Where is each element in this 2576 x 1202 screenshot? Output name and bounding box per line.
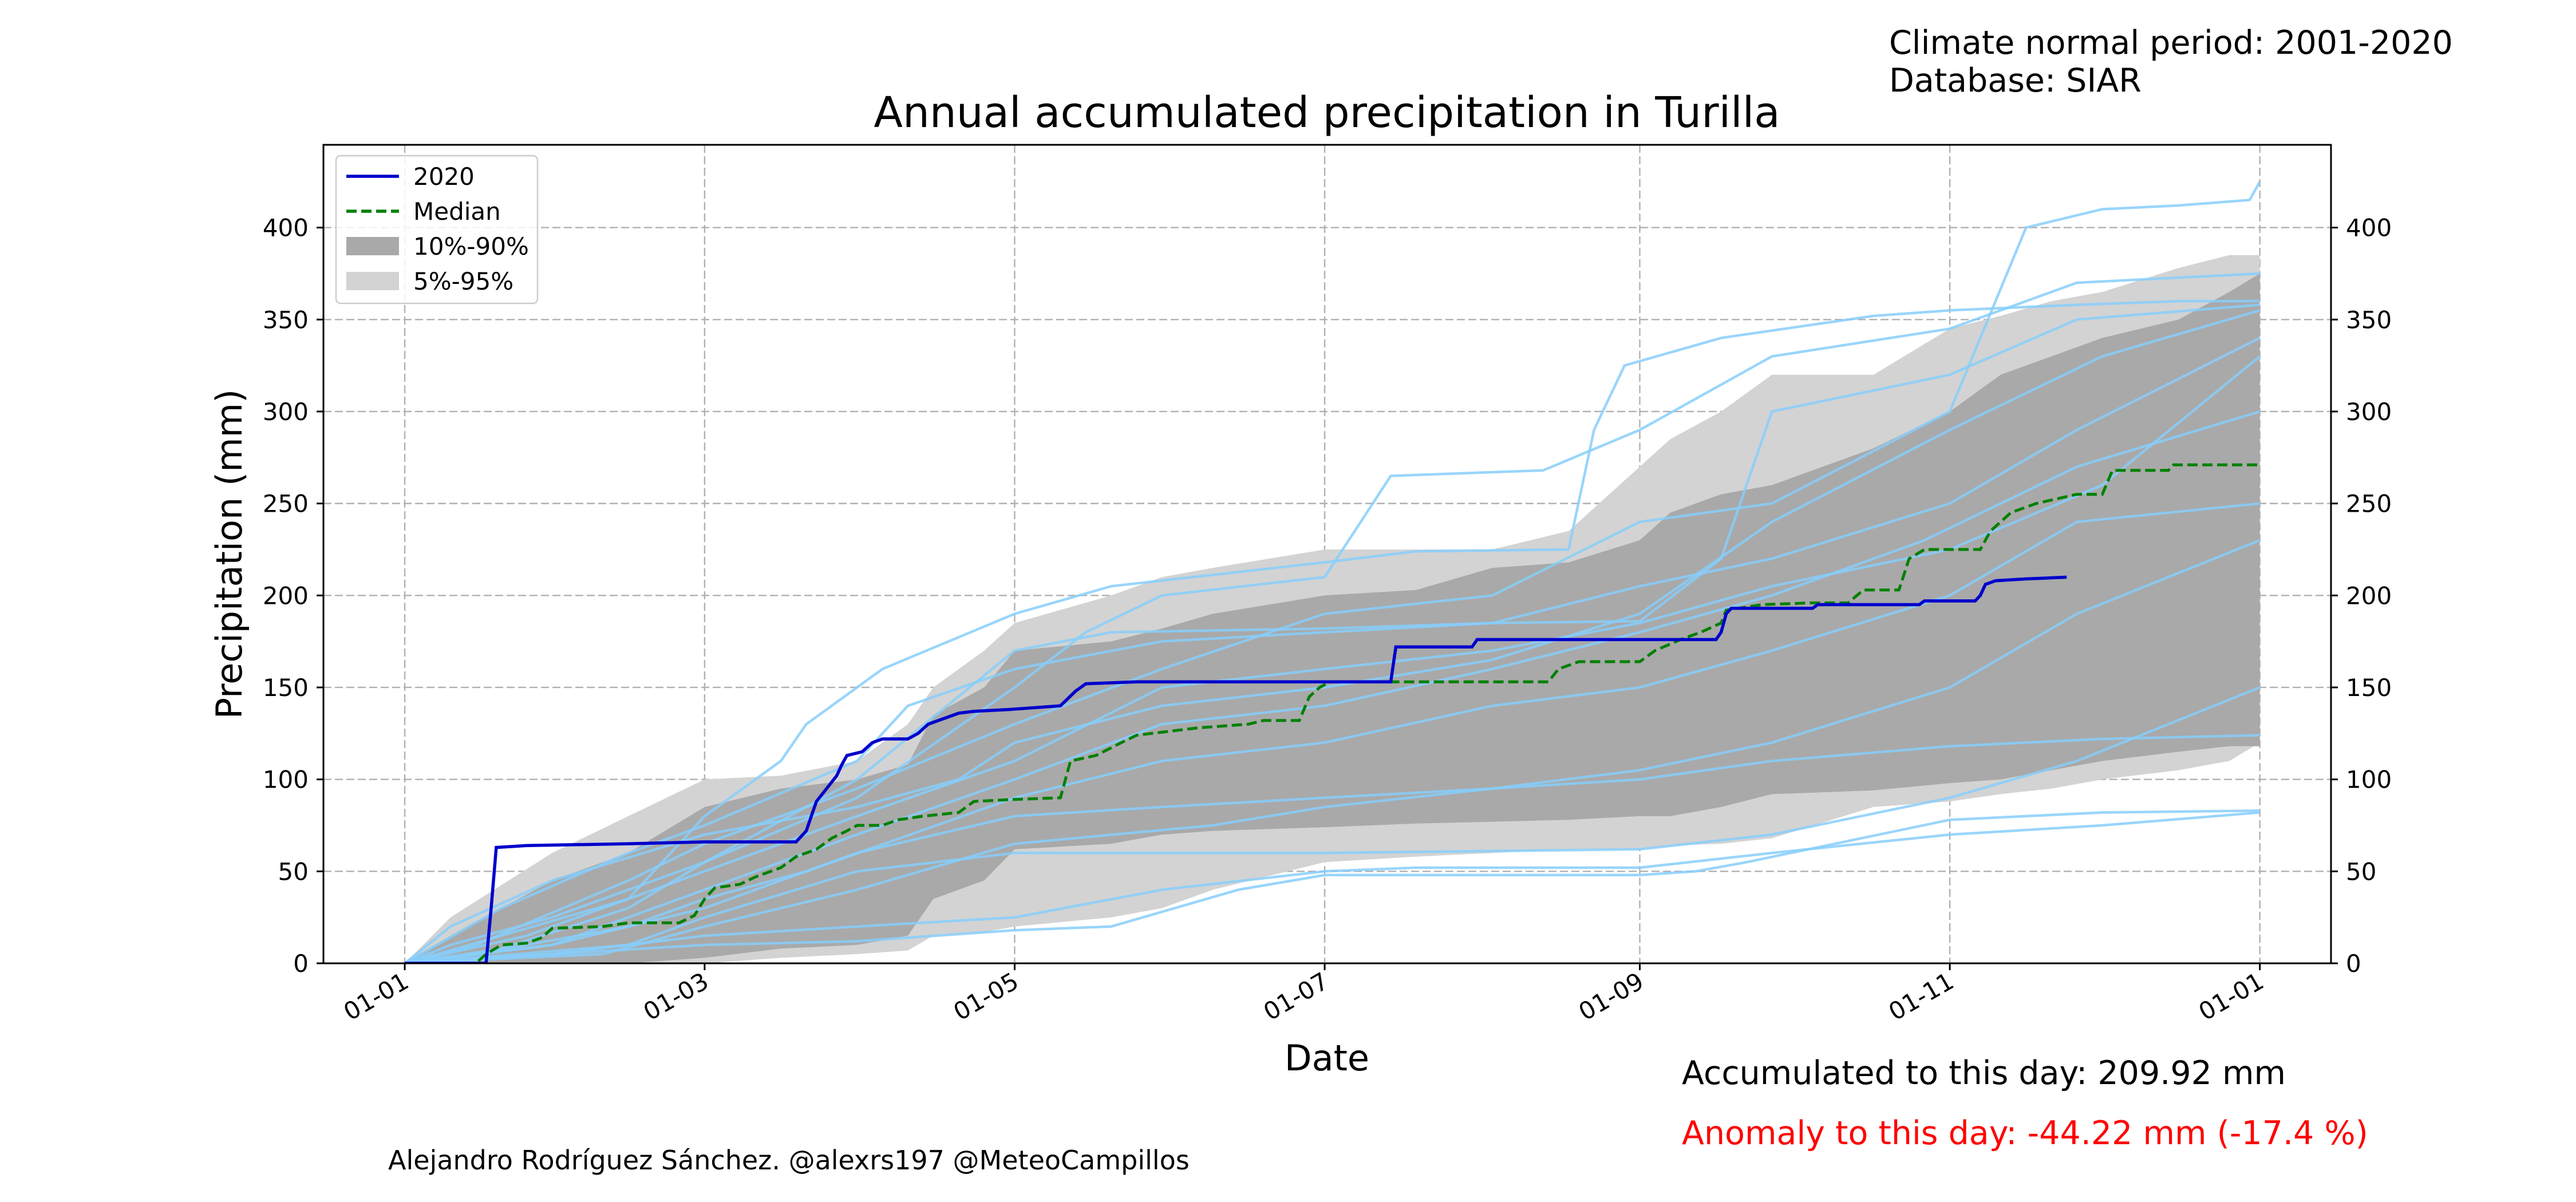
y-tick-label-left: 150: [263, 674, 309, 702]
legend-item: 10%-90%: [346, 232, 529, 260]
x-tick-label: 01-03: [639, 967, 713, 1026]
climatology-year-line: [404, 734, 2260, 963]
legend-item: 2020: [346, 163, 475, 191]
plot-frame: [322, 144, 2332, 964]
legend-swatch: [346, 272, 399, 290]
legend-swatch: [346, 237, 399, 255]
x-tick-label: 01-07: [1259, 967, 1333, 1026]
legend-item: 5%-95%: [346, 267, 513, 295]
legend-label: 2020: [413, 163, 475, 191]
y-tick-label-left: 200: [263, 582, 309, 610]
y-tick-label-right: 150: [2346, 674, 2392, 702]
y-tick-label-left: 50: [278, 857, 309, 885]
y-tick-label-right: 200: [2346, 582, 2392, 610]
x-axis-label: Date: [1285, 1037, 1369, 1079]
legend-label: 5%-95%: [413, 267, 513, 295]
y-tick-label-right: 0: [2346, 950, 2361, 978]
x-tick-label: 01-01: [339, 967, 413, 1026]
climatology-year-line: [404, 410, 2261, 963]
year-2020-line: [405, 575, 2067, 963]
y-tick-label-left: 350: [263, 306, 309, 334]
y-tick-label-right: 300: [2346, 398, 2392, 426]
author-credit: Alejandro Rodríguez Sánchez. @alexrs197 …: [388, 1145, 1190, 1176]
y-tick-label-left: 300: [263, 398, 309, 426]
x-tick-label: 01-09: [1574, 967, 1648, 1026]
y-tick-label-right: 400: [2346, 214, 2392, 242]
y-tick-label-right: 250: [2346, 490, 2392, 518]
y-tick-label-right: 100: [2346, 766, 2392, 794]
climatology-year-line: [404, 181, 2261, 963]
y-tick-label-left: 0: [293, 950, 309, 978]
climatology-year-line: [404, 686, 2261, 963]
climate-info: Climate normal period: 2001-2020 Databas…: [1889, 24, 2453, 100]
database-text: Database: SIAR: [1889, 62, 2142, 100]
accumulated-text: Accumulated to this day: 209.92 mm: [1682, 1054, 2286, 1092]
legend: 2020 Median 10%-90% 5%-95%: [335, 155, 539, 305]
legend-box: [335, 155, 539, 305]
climatology-year-line: [404, 811, 2260, 963]
legend-label: Median: [413, 197, 501, 226]
y-tick-label-left: 100: [263, 766, 309, 794]
legend-item: Median: [346, 197, 501, 226]
climatology-year-line: [404, 299, 2260, 963]
climatology-year-line: [404, 303, 2260, 963]
x-tick-label: 01-05: [949, 967, 1023, 1026]
x-tick-label: 01-11: [1884, 967, 1958, 1026]
y-axis-label: Precipitation (mm): [208, 389, 250, 719]
climate-normal-text: Climate normal period: 2001-2020: [1889, 24, 2453, 62]
median-line: [405, 463, 2260, 963]
y-tick-label-left: 250: [263, 490, 309, 518]
y-tick-label-right: 350: [2346, 306, 2392, 334]
climatology-year-line: [404, 809, 2260, 963]
y-tick-label-left: 400: [263, 214, 309, 242]
anomaly-text: Anomaly to this day: -44.22 mm (-17.4 %): [1682, 1114, 2368, 1152]
x-tick-label: 01-01: [2194, 967, 2269, 1026]
legend-label: 10%-90%: [413, 232, 529, 260]
chart-title: Annual accumulated precipitation in Turi…: [874, 88, 1780, 137]
climatology-year-line: [404, 539, 2261, 963]
y-tick-label-right: 50: [2346, 857, 2376, 885]
climatology-year-line: [404, 272, 2260, 963]
